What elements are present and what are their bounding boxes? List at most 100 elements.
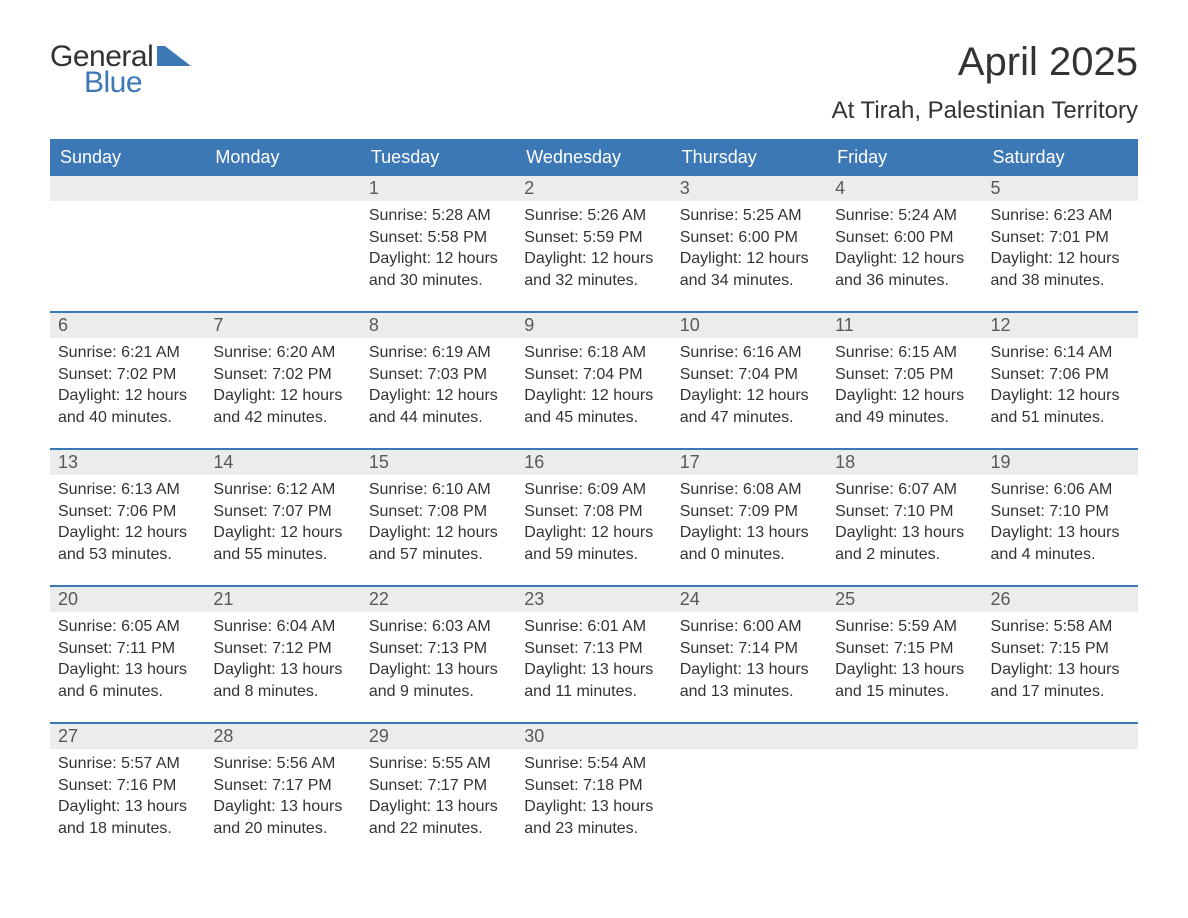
day-number: 10 [672,313,827,338]
daylight-text: Daylight: 12 hours and 57 minutes. [369,522,508,565]
sunset-text: Sunset: 7:09 PM [680,501,819,523]
day-details: Sunrise: 6:20 AMSunset: 7:02 PMDaylight:… [205,338,360,430]
daylight-text: Daylight: 12 hours and 38 minutes. [991,248,1130,291]
day-details: Sunrise: 6:10 AMSunset: 7:08 PMDaylight:… [361,475,516,567]
day-details: Sunrise: 6:15 AMSunset: 7:05 PMDaylight:… [827,338,982,430]
daylight-text: Daylight: 13 hours and 23 minutes. [524,796,663,839]
calendar-week-row: 20 Sunrise: 6:05 AMSunset: 7:11 PM Dayligh… [50,585,1138,704]
page-header: General Blue April 2025 At Tirah, Palest… [50,40,1138,125]
sunrise-text: Sunrise: 6:05 AM [58,616,197,638]
calendar-cell: 4Sunrise: 5:24 AMSunset: 6:00 PMDaylight… [827,176,982,293]
day-details [205,201,360,293]
sunrise-text: Sunrise: 6:15 AM [835,342,974,364]
brand-shape-icon [157,46,191,66]
daylight-text: Daylight: 13 hours and 18 minutes. [58,796,197,839]
day-details: Sunrise: 6:18 AMSunset: 7:04 PMDaylight:… [516,338,671,430]
sunrise-text: Sunrise: 6:12 AM [213,479,352,501]
day-details: Sunrise: 6:08 AMSunset: 7:09 PMDaylight:… [672,475,827,567]
sunrise-text: Sunrise: 5:28 AM [369,205,508,227]
daylight-text: Daylight: 13 hours and 22 minutes. [369,796,508,839]
sunrise-text: Sunrise: 6:03 AM [369,616,508,638]
day-details: Sunrise: 6:12 AMSunset: 7:07 PMDaylight:… [205,475,360,567]
calendar-cell: 28Sunrise: 5:56 AMSunset: 7:17 PMDayligh… [205,724,360,841]
day-number [50,176,205,201]
day-number: 24 [672,587,827,612]
calendar-cell: 14Sunrise: 6:12 AMSunset: 7:07 PMDayligh… [205,450,360,567]
sunset-text: Sunset: 7:17 PM [369,775,508,797]
day-number: 20 [50,587,205,612]
sunset-text: Sunset: 7:17 PM [213,775,352,797]
day-details: Sunrise: 6:14 AMSunset: 7:06 PMDaylight:… [983,338,1138,430]
sunset-text: Sunset: 7:07 PM [213,501,352,523]
day-details [827,749,982,841]
day-details: Sunrise: 5:56 AMSunset: 7:17 PMDaylight:… [205,749,360,841]
day-details: Sunrise: 6:01 AMSunset: 7:13 PMDaylight:… [516,612,671,704]
weekday-header: Tuesday [361,139,516,176]
sunset-text: Sunset: 7:10 PM [835,501,974,523]
daylight-text: Daylight: 13 hours and 2 minutes. [835,522,974,565]
calendar-body: 1Sunrise: 5:28 AMSunset: 5:58 PMDaylight… [50,176,1138,841]
sunrise-text: Sunrise: 6:07 AM [835,479,974,501]
day-details: Sunrise: 6:06 AMSunset: 7:10 PMDaylight:… [983,475,1138,567]
calendar-cell: 20Sunrise: 6:05 AMSunset: 7:11 PMDayligh… [50,587,205,704]
daylight-text: Daylight: 13 hours and 9 minutes. [369,659,508,702]
daylight-text: Daylight: 12 hours and 34 minutes. [680,248,819,291]
daylight-text: Daylight: 12 hours and 53 minutes. [58,522,197,565]
sunrise-text: Sunrise: 6:06 AM [991,479,1130,501]
day-number: 23 [516,587,671,612]
weekday-header: Saturday [983,139,1138,176]
brand-logo: General Blue [50,40,191,100]
daylight-text: Daylight: 13 hours and 20 minutes. [213,796,352,839]
day-details: Sunrise: 5:57 AMSunset: 7:16 PMDaylight:… [50,749,205,841]
day-number: 7 [205,313,360,338]
sunrise-text: Sunrise: 5:58 AM [991,616,1130,638]
calendar-cell: 12Sunrise: 6:14 AMSunset: 7:06 PMDayligh… [983,313,1138,430]
weekday-header: Thursday [672,139,827,176]
day-details: Sunrise: 6:00 AMSunset: 7:14 PMDaylight:… [672,612,827,704]
sunset-text: Sunset: 7:13 PM [369,638,508,660]
brand-line2: Blue [84,66,191,100]
calendar-cell: 27Sunrise: 5:57 AMSunset: 7:16 PMDayligh… [50,724,205,841]
calendar-cell: 15Sunrise: 6:10 AMSunset: 7:08 PMDayligh… [361,450,516,567]
calendar-cell: 9Sunrise: 6:18 AMSunset: 7:04 PMDaylight… [516,313,671,430]
sunset-text: Sunset: 7:15 PM [991,638,1130,660]
calendar-week-row: 6Sunrise: 6:21 AMSunset: 7:02 PMDaylight… [50,311,1138,430]
sunset-text: Sunset: 7:05 PM [835,364,974,386]
calendar-cell: 7Sunrise: 6:20 AMSunset: 7:02 PMDaylight… [205,313,360,430]
calendar-week-row: 13Sunrise: 6:13 AMSunset: 7:06 PMDayligh… [50,448,1138,567]
day-number [205,176,360,201]
day-number: 26 [983,587,1138,612]
daylight-text: Daylight: 12 hours and 32 minutes. [524,248,663,291]
sunrise-text: Sunrise: 6:16 AM [680,342,819,364]
sunrise-text: Sunrise: 6:10 AM [369,479,508,501]
sunrise-text: Sunrise: 6:20 AM [213,342,352,364]
day-details: Sunrise: 5:55 AMSunset: 7:17 PMDaylight:… [361,749,516,841]
calendar-cell: 26Sunrise: 5:58 AMSunset: 7:15 PMDayligh… [983,587,1138,704]
sunset-text: Sunset: 6:00 PM [835,227,974,249]
sunset-text: Sunset: 7:15 PM [835,638,974,660]
daylight-text: Daylight: 13 hours and 4 minutes. [991,522,1130,565]
daylight-text: Daylight: 12 hours and 30 minutes. [369,248,508,291]
sunrise-text: Sunrise: 5:25 AM [680,205,819,227]
sunrise-text: Sunrise: 5:24 AM [835,205,974,227]
sunset-text: Sunset: 5:58 PM [369,227,508,249]
daylight-text: Daylight: 12 hours and 45 minutes. [524,385,663,428]
sunset-text: Sunset: 7:06 PM [991,364,1130,386]
sunset-text: Sunset: 7:11 PM [58,638,197,660]
day-details: Sunrise: 6:16 AMSunset: 7:04 PMDaylight:… [672,338,827,430]
calendar-cell: 6Sunrise: 6:21 AMSunset: 7:02 PMDaylight… [50,313,205,430]
sunrise-text: Sunrise: 6:09 AM [524,479,663,501]
daylight-text: Daylight: 13 hours and 11 minutes. [524,659,663,702]
day-details: Sunrise: 6:23 AMSunset: 7:01 PMDaylight:… [983,201,1138,293]
day-number: 21 [205,587,360,612]
sunrise-text: Sunrise: 5:59 AM [835,616,974,638]
calendar-cell: 30Sunrise: 5:54 AMSunset: 7:18 PMDayligh… [516,724,671,841]
weekday-header: Wednesday [516,139,671,176]
calendar-cell: 10Sunrise: 6:16 AMSunset: 7:04 PMDayligh… [672,313,827,430]
day-details [50,201,205,293]
sunset-text: Sunset: 7:14 PM [680,638,819,660]
sunrise-text: Sunrise: 6:01 AM [524,616,663,638]
sunrise-text: Sunrise: 6:04 AM [213,616,352,638]
daylight-text: Daylight: 12 hours and 51 minutes. [991,385,1130,428]
day-details: Sunrise: 6:03 AMSunset: 7:13 PMDaylight:… [361,612,516,704]
